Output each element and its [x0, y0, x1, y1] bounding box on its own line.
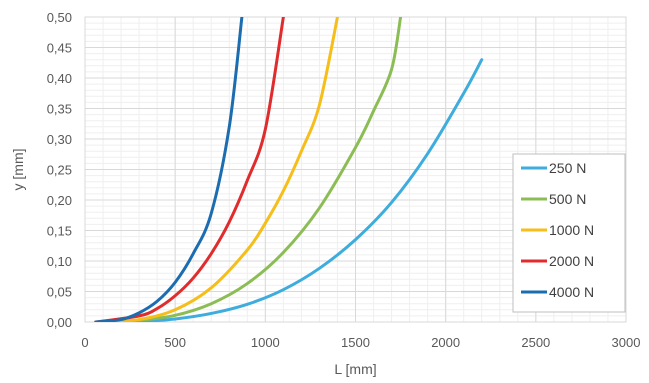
series-line-1000-n	[94, 17, 339, 322]
y-tick-label: 0,05	[47, 285, 72, 300]
series-line-500-n	[94, 17, 403, 322]
x-tick-label: 3000	[612, 335, 641, 350]
y-tick-label: 0,30	[47, 132, 72, 147]
y-tick-label: 0,10	[47, 254, 72, 269]
legend: 250 N 500 N 1000 N 2000 N 4000 N	[512, 153, 626, 313]
legend-label: 2000 N	[549, 253, 594, 269]
y-tick-label: 0,35	[47, 102, 72, 117]
x-tick-label: 1000	[251, 335, 280, 350]
legend-box	[512, 153, 626, 313]
plot-area-border	[84, 16, 627, 323]
legend-label: 1000 N	[549, 222, 594, 238]
x-tick-label: 2500	[521, 335, 550, 350]
y-tick-label: 0,40	[47, 71, 72, 86]
y-axis-title: y [mm]	[10, 149, 26, 191]
series-layer	[94, 17, 484, 322]
y-tick-label: 0,25	[47, 163, 72, 178]
y-tick-label: 0,50	[47, 10, 72, 25]
x-tick-label: 0	[81, 335, 88, 350]
x-tick-label: 2000	[431, 335, 460, 350]
y-tick-label: 0,15	[47, 224, 72, 239]
y-axis-ticks: 0,00 0,05 0,10 0,15 0,20 0,25 0,30 0,35 0,40 0,45…	[47, 10, 72, 330]
series-line-250-n	[94, 58, 484, 322]
y-tick-label: 0,45	[47, 41, 72, 56]
y-tick-label: 0,20	[47, 193, 72, 208]
x-tick-label: 1500	[341, 335, 370, 350]
legend-label: 250 N	[549, 160, 586, 176]
y-tick-label: 0,00	[47, 315, 72, 330]
x-axis-title: L [mm]	[334, 361, 376, 377]
series-line-4000-n	[94, 17, 244, 322]
series-line-2000-n	[94, 17, 285, 322]
x-tick-label: 500	[164, 335, 186, 350]
legend-label: 4000 N	[549, 284, 594, 300]
x-axis-ticks: 0 500 1000 1500 2000 2500 3000	[81, 335, 640, 350]
legend-label: 500 N	[549, 191, 586, 207]
